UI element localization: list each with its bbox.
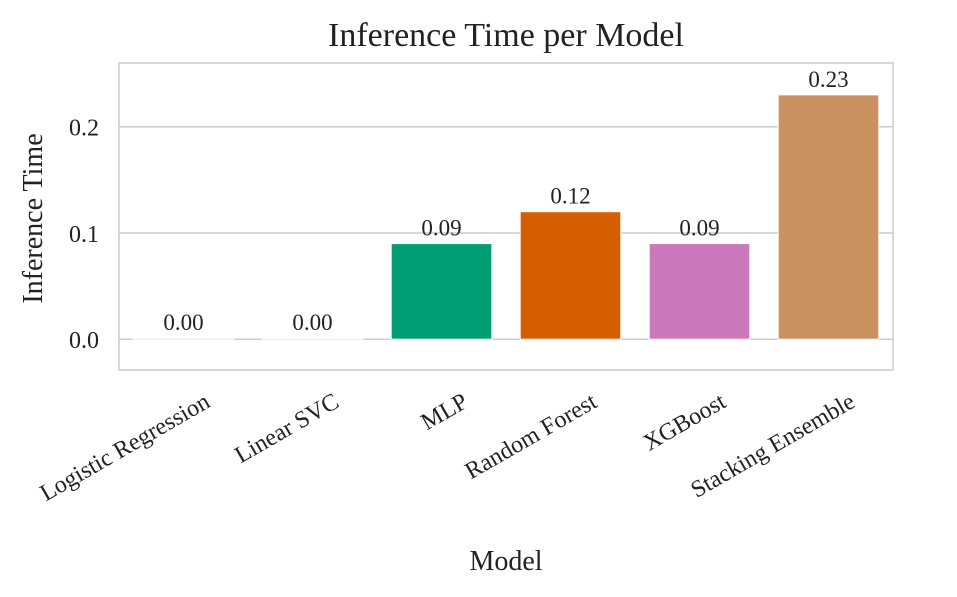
y-axis-label: Inference Time bbox=[18, 133, 49, 303]
data-label-layer: 0.00 0.00 0.09 0.12 0.09 0.23 bbox=[163, 67, 848, 335]
grid-layer bbox=[119, 125, 893, 340]
bar-random-forest bbox=[519, 211, 622, 340]
bar-logistic-regression bbox=[132, 337, 235, 340]
x-tick-label: Logistic Regression bbox=[36, 389, 215, 507]
x-tick-label: XGBoost bbox=[639, 389, 731, 457]
y-tick-labels: 0.0 0.1 0.2 bbox=[69, 116, 99, 354]
bar-value-label: 0.00 bbox=[163, 310, 203, 335]
bar-value-label: 0.00 bbox=[292, 310, 332, 335]
bar-value-label: 0.12 bbox=[550, 184, 590, 209]
x-tick-label: Random Forest bbox=[461, 389, 602, 485]
bar-value-label: 0.23 bbox=[808, 67, 848, 92]
bar-layer bbox=[132, 94, 880, 340]
bar-xgboost bbox=[648, 243, 751, 340]
y-tick-label: 0.0 bbox=[69, 328, 99, 354]
x-tick-label: Linear SVC bbox=[231, 389, 344, 469]
bar-stacking-ensemble bbox=[777, 94, 880, 340]
bar-mlp bbox=[390, 243, 493, 340]
y-tick-label: 0.2 bbox=[69, 116, 99, 142]
chart-title: Inference Time per Model bbox=[328, 17, 684, 54]
bar-linear-svc bbox=[261, 337, 364, 340]
bar-value-label: 0.09 bbox=[421, 216, 461, 241]
x-axis-label: Model bbox=[469, 546, 542, 577]
y-tick-label: 0.1 bbox=[69, 222, 99, 248]
x-tick-label: MLP bbox=[417, 389, 473, 436]
plot-frame bbox=[118, 62, 894, 371]
bar-value-label: 0.09 bbox=[679, 216, 719, 241]
